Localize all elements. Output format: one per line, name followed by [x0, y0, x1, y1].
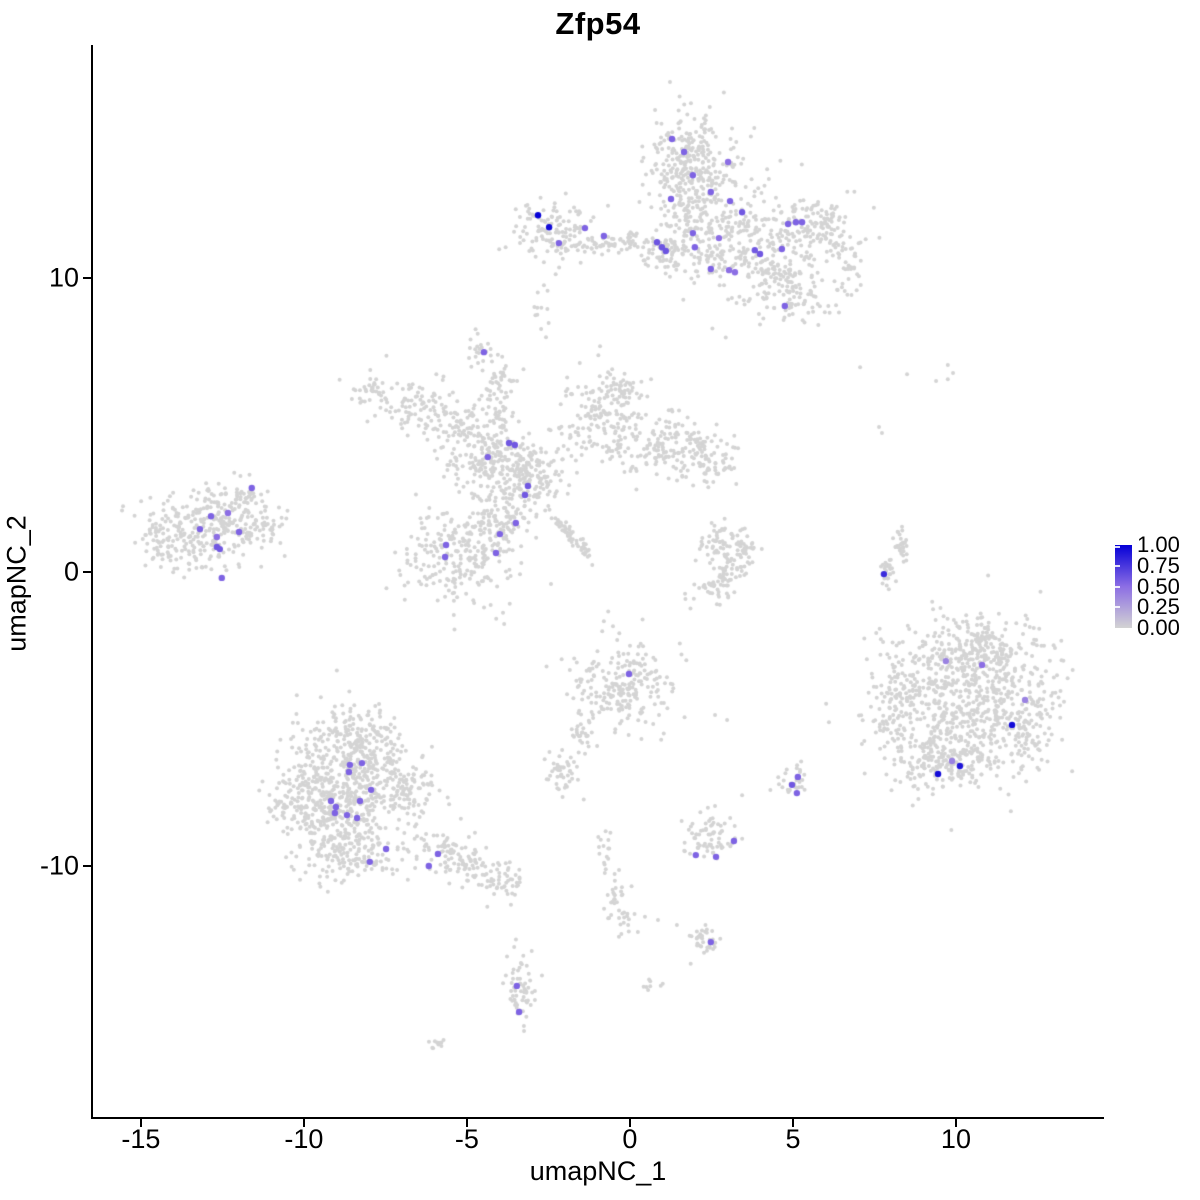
- x-tick-label: 0: [622, 1124, 638, 1154]
- colorbar-tick-label: 0.00: [1137, 615, 1180, 640]
- x-tick-label: -5: [454, 1124, 479, 1154]
- x-tick-mark: [628, 1119, 631, 1127]
- colorbar-tick-label: 0.50: [1137, 573, 1180, 599]
- x-tick-mark: [791, 1119, 794, 1127]
- colorbar-tick-mark: [1115, 585, 1120, 588]
- y-tick-mark: [83, 864, 91, 867]
- page-title: Zfp54: [555, 6, 641, 41]
- colorbar-tick-mark: [1115, 546, 1120, 548]
- x-tick-label: -15: [121, 1124, 161, 1154]
- y-tick-label: 10: [48, 262, 79, 293]
- y-axis-title: umapNC_2: [1, 515, 32, 652]
- x-tick-mark: [302, 1119, 305, 1127]
- x-tick-label: -10: [284, 1124, 324, 1154]
- x-tick-mark: [465, 1119, 468, 1127]
- colorbar-tick-label: 0.25: [1137, 594, 1180, 620]
- y-tick-mark: [83, 571, 91, 574]
- y-axis-line: [91, 45, 93, 1119]
- colorbar-tick-mark: [1115, 564, 1120, 567]
- expression-colorbar-legend: 1.00 0.75 0.50 0.25 0.00: [1113, 534, 1200, 639]
- y-tick-label: 0: [63, 556, 79, 587]
- x-tick-mark: [139, 1119, 142, 1127]
- y-tick-mark: [83, 277, 91, 280]
- x-tick-mark: [954, 1119, 957, 1127]
- x-tick-label: 5: [785, 1124, 801, 1154]
- x-axis-title: umapNC_1: [529, 1156, 667, 1186]
- y-tick-label: -10: [39, 850, 79, 881]
- colorbar-tick-label: 1.00: [1137, 532, 1180, 557]
- x-axis-line: [91, 1117, 1104, 1119]
- colorbar-tick-mark: [1115, 606, 1120, 609]
- x-tick-label: 10: [940, 1124, 971, 1154]
- colorbar-tick-label: 0.75: [1137, 552, 1180, 578]
